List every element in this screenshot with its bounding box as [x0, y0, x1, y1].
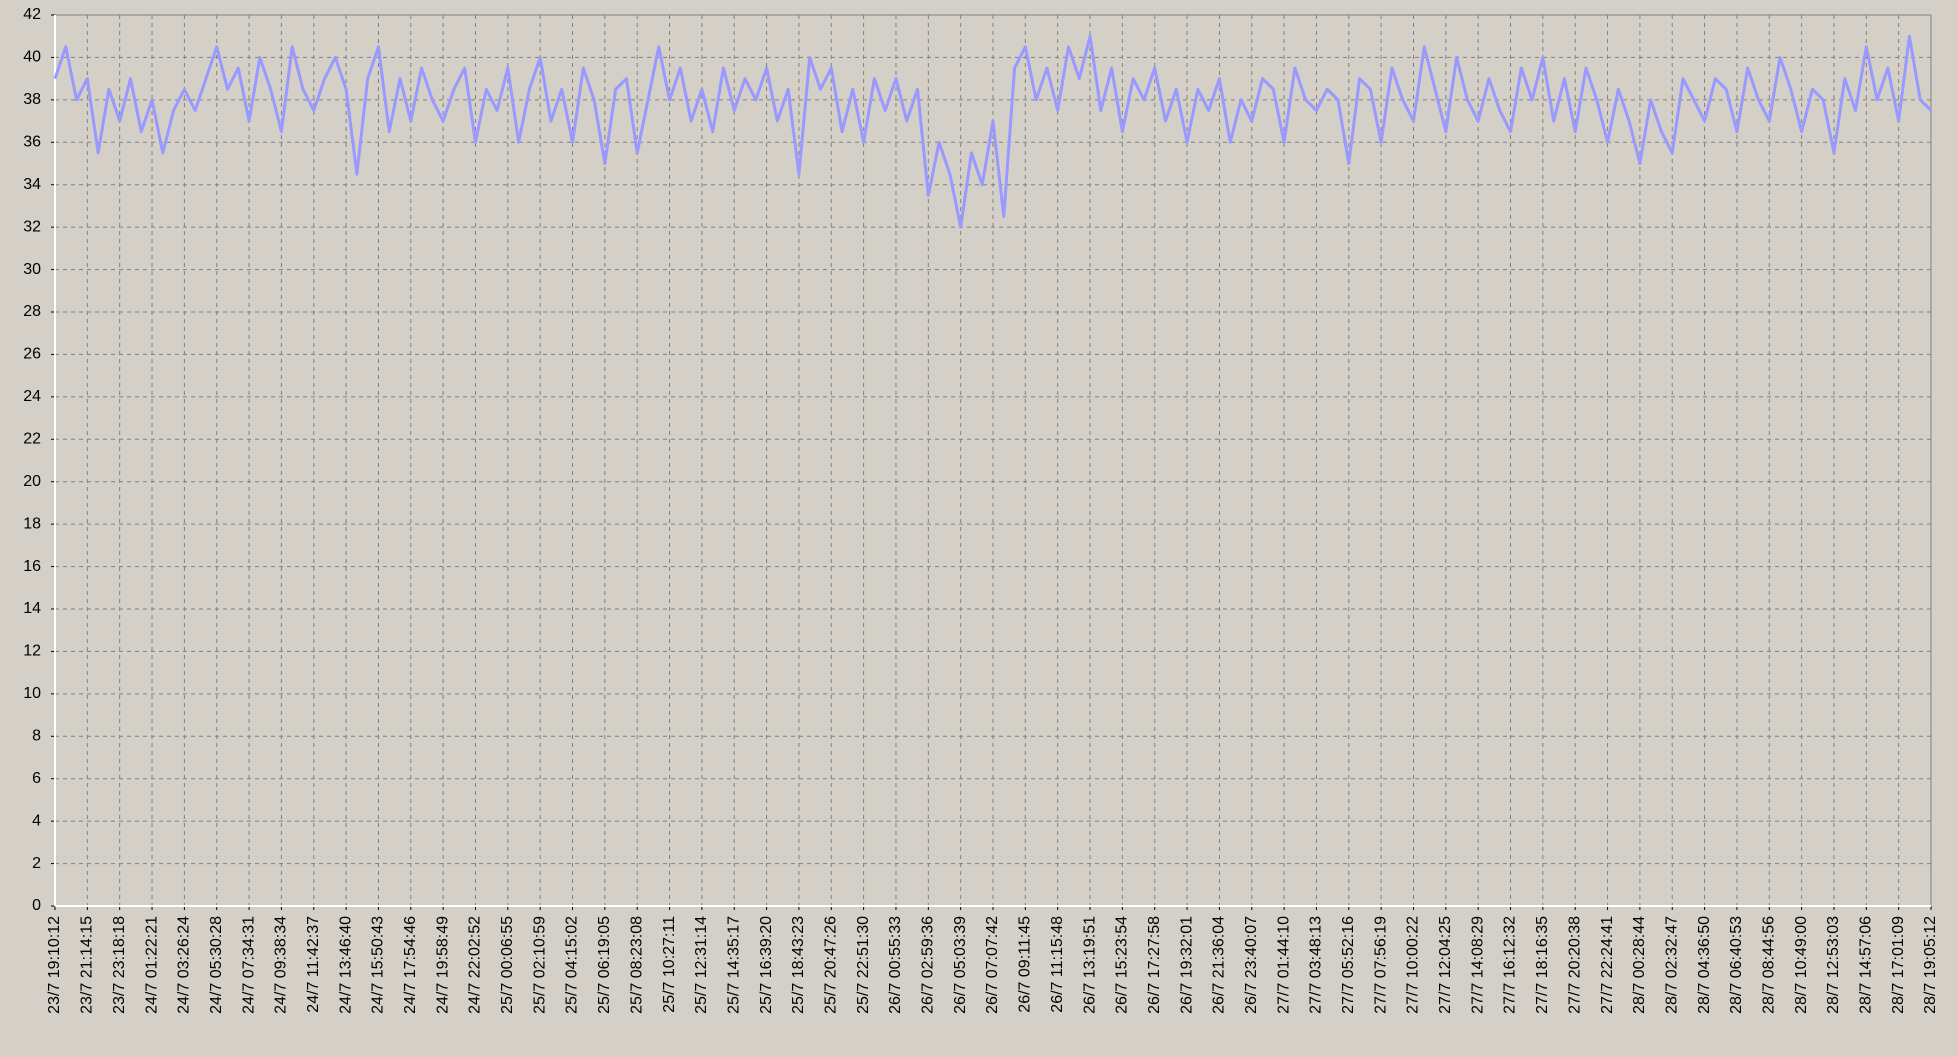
x-tick-label: 27/7 07:56:19	[1372, 916, 1389, 1014]
y-tick-label: 2	[32, 855, 41, 872]
x-tick-label: 25/7 16:39:20	[758, 916, 775, 1014]
y-tick-label: 4	[32, 812, 41, 829]
x-tick-label: 26/7 09:11:45	[1017, 916, 1034, 1013]
x-tick-label: 27/7 16:12:32	[1502, 916, 1519, 1014]
y-tick-label: 26	[23, 346, 41, 363]
x-tick-label: 26/7 15:23:54	[1114, 916, 1131, 1014]
x-tick-label: 26/7 07:07:42	[984, 916, 1001, 1014]
y-tick-label: 38	[23, 91, 41, 108]
x-tick-label: 26/7 13:19:51	[1081, 916, 1098, 1014]
x-tick-label: 24/7 19:58:49	[434, 916, 451, 1014]
x-tick-label: 24/7 01:22:21	[143, 916, 160, 1014]
x-tick-label: 26/7 21:36:04	[1211, 916, 1228, 1014]
x-tick-label: 27/7 12:04:25	[1437, 916, 1454, 1014]
x-tick-label: 25/7 06:19:05	[596, 916, 613, 1014]
x-tick-label: 26/7 05:03:39	[952, 916, 969, 1014]
x-tick-label: 24/7 03:26:24	[176, 916, 193, 1014]
y-tick-label: 18	[23, 515, 41, 532]
y-tick-label: 8	[32, 728, 41, 745]
x-tick-label: 23/7 21:14:15	[79, 916, 96, 1014]
x-tick-label: 25/7 12:31:14	[693, 916, 710, 1014]
x-tick-label: 24/7 05:30:28	[208, 916, 225, 1014]
x-tick-label: 25/7 00:06:55	[499, 916, 516, 1014]
x-tick-label: 26/7 02:59:36	[920, 916, 937, 1014]
x-tick-label: 24/7 22:02:52	[467, 916, 484, 1014]
x-tick-label: 27/7 20:20:38	[1566, 916, 1583, 1014]
x-tick-label: 28/7 12:53:03	[1825, 916, 1842, 1014]
x-tick-label: 27/7 22:24:41	[1599, 916, 1616, 1014]
y-tick-label: 36	[23, 134, 41, 151]
x-tick-label: 24/7 17:54:46	[402, 916, 419, 1014]
x-tick-label: 28/7 00:28:44	[1631, 916, 1648, 1014]
y-tick-label: 32	[23, 218, 41, 235]
y-tick-label: 28	[23, 303, 41, 320]
x-tick-label: 28/7 02:32:47	[1663, 916, 1680, 1014]
x-tick-label: 27/7 03:48:13	[1308, 916, 1325, 1014]
x-tick-label: 23/7 19:10:12	[46, 916, 63, 1014]
x-tick-label: 24/7 11:42:37	[305, 916, 322, 1013]
y-tick-label: 40	[23, 49, 41, 66]
x-tick-label: 28/7 08:44:56	[1760, 916, 1777, 1014]
x-tick-label: 27/7 05:52:16	[1340, 916, 1357, 1014]
x-tick-label: 24/7 09:38:34	[273, 916, 290, 1014]
x-tick-label: 25/7 04:15:02	[564, 916, 581, 1014]
y-tick-label: 24	[23, 388, 41, 405]
y-tick-label: 42	[23, 6, 41, 23]
y-tick-label: 6	[32, 770, 41, 787]
y-tick-label: 16	[23, 558, 41, 575]
y-tick-label: 14	[23, 600, 41, 617]
x-tick-label: 26/7 19:32:01	[1178, 916, 1195, 1014]
x-tick-label: 26/7 23:40:07	[1243, 916, 1260, 1014]
x-tick-label: 28/7 06:40:53	[1728, 916, 1745, 1014]
x-tick-label: 25/7 18:43:23	[790, 916, 807, 1014]
x-tick-label: 25/7 22:51:30	[855, 916, 872, 1014]
x-tick-label: 27/7 14:08:29	[1469, 916, 1486, 1014]
y-tick-label: 20	[23, 473, 41, 490]
x-tick-label: 26/7 17:27:58	[1146, 916, 1163, 1014]
x-tick-label: 25/7 10:27:11	[661, 916, 678, 1013]
x-tick-label: 24/7 07:34:31	[240, 916, 257, 1014]
y-tick-label: 22	[23, 431, 41, 448]
x-tick-label: 25/7 02:10:59	[531, 916, 548, 1014]
x-tick-label: 27/7 18:16:35	[1534, 916, 1551, 1014]
x-tick-label: 28/7 10:49:00	[1793, 916, 1810, 1014]
x-tick-label: 26/7 00:55:33	[887, 916, 904, 1014]
data-line	[53, 34, 1933, 229]
x-tick-label: 28/7 19:05:12	[1922, 916, 1939, 1014]
y-tick-label: 30	[23, 261, 41, 278]
x-tick-label: 24/7 13:46:40	[337, 916, 354, 1014]
x-tick-label: 27/7 10:00:22	[1405, 916, 1422, 1014]
y-tick-label: 12	[23, 643, 41, 660]
x-tick-label: 27/7 01:44:10	[1275, 916, 1292, 1014]
x-tick-label: 25/7 14:35:17	[725, 916, 742, 1014]
x-tick-label: 23/7 23:18:18	[111, 916, 128, 1014]
x-tick-label: 26/7 11:15:48	[1049, 916, 1066, 1013]
x-tick-label: 28/7 04:36:50	[1696, 916, 1713, 1014]
y-tick-label: 34	[23, 176, 41, 193]
x-tick-label: 28/7 17:01:09	[1890, 916, 1907, 1014]
x-tick-label: 28/7 14:57:06	[1858, 916, 1875, 1014]
y-tick-label: 0	[32, 897, 41, 914]
x-tick-label: 25/7 08:23:08	[628, 916, 645, 1014]
x-tick-label: 24/7 15:50:43	[370, 916, 387, 1014]
x-tick-label: 25/7 20:47:26	[822, 916, 839, 1014]
y-tick-label: 10	[23, 685, 41, 702]
